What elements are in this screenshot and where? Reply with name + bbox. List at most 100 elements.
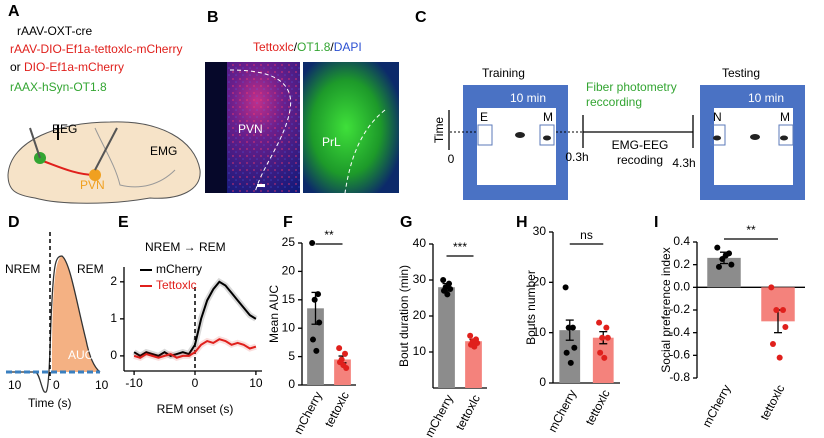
emg-label: EMG <box>150 144 177 158</box>
data-point <box>715 263 722 270</box>
mouse <box>515 132 525 138</box>
y-tick-label: 30 <box>533 224 547 238</box>
construct: rAAX-hSyn-OT1.8 <box>10 80 107 94</box>
data-point <box>728 261 735 268</box>
data-point <box>440 277 447 283</box>
pvn-label: PVN <box>80 178 105 192</box>
data-point <box>467 332 474 339</box>
construct-part: rAAV-OXT-cre <box>17 24 92 38</box>
series-line <box>133 338 257 359</box>
construct-part: or <box>10 60 24 74</box>
y-tick-label: 20 <box>413 308 427 322</box>
construct: rAAV-OXT-cre <box>17 24 92 38</box>
cup <box>710 124 726 146</box>
y-tick-label: -0.2 <box>669 302 690 316</box>
stain-part: Tettoxlc <box>253 40 294 54</box>
x-tick-label: tettoxlc <box>453 392 483 432</box>
y-tick-label: 10 <box>533 325 547 339</box>
data-point <box>340 362 347 369</box>
data-point <box>769 341 776 347</box>
construct-part: DIO-Ef1a-mCherry <box>24 60 124 74</box>
time-axis-label: Time <box>432 117 446 144</box>
cup <box>778 124 794 146</box>
significance: ns <box>580 228 593 242</box>
x-tick-label: 10 <box>95 378 109 392</box>
fiber <box>29 127 41 159</box>
y-tick-label: 15 <box>282 292 296 306</box>
eeg-label: EMG-EEG <box>612 138 669 152</box>
y-tick-label: 40 <box>413 236 427 250</box>
stain-part: DAPI <box>334 40 362 54</box>
significance: ** <box>746 223 756 237</box>
construct-part: rAAV-DIO-Ef1a-tettoxlc-mCherry <box>10 42 182 56</box>
trace <box>10 255 101 393</box>
bar <box>559 330 581 383</box>
mouse <box>750 134 760 140</box>
y-axis-label: Social preference index <box>659 247 673 372</box>
auc-label: AUC <box>68 348 94 362</box>
series-line <box>133 280 257 358</box>
y-axis-label: Bout duration (min) <box>397 265 411 367</box>
phase-label: Training <box>482 66 525 80</box>
fiber <box>94 127 118 171</box>
time-point: 4.3h <box>672 156 695 170</box>
region-label: PVN <box>238 122 263 136</box>
data-point <box>714 244 721 251</box>
boundary <box>229 69 292 194</box>
data-point <box>601 354 608 361</box>
construct: or DIO-Ef1a-mCherry <box>10 60 124 74</box>
y-tick-label: 1 <box>110 311 117 325</box>
mouse <box>713 135 721 141</box>
construct-part: rAAX-hSyn-OT1.8 <box>10 80 107 94</box>
y-axis-label: Mean AUC <box>267 285 281 343</box>
boundary <box>344 109 386 194</box>
duration: 10 min <box>510 91 546 105</box>
x-tick-label: -10 <box>125 376 143 390</box>
x-tick-label: tettoxlc <box>757 382 787 422</box>
panel-label: C <box>415 9 427 26</box>
chart-title: NREM → REM <box>145 240 226 254</box>
panel-b: B Tettoxlc/OT1.8/DAPI PVN PrL <box>205 9 399 194</box>
data-point <box>571 344 578 351</box>
stain-title: Tettoxlc/OT1.8/DAPI <box>253 40 362 54</box>
panel-label: E <box>118 214 129 231</box>
arena <box>477 108 556 185</box>
micrograph <box>303 62 399 193</box>
significance: *** <box>453 240 467 254</box>
brain-fold <box>94 127 176 188</box>
data-point <box>309 240 316 246</box>
data-point <box>567 359 574 366</box>
data-point <box>342 350 349 357</box>
brain <box>7 121 201 204</box>
x-tick-label: mCherry <box>291 389 325 436</box>
cup-label: M <box>543 110 553 124</box>
phase-label: Testing <box>722 66 760 80</box>
data-point <box>471 343 478 350</box>
x-tick-label: 0 <box>53 378 60 392</box>
legend-label: Tettoxlc <box>156 278 197 292</box>
panel-label: F <box>283 214 293 231</box>
data-point <box>313 347 320 354</box>
x-tick-label: 10 <box>8 378 22 392</box>
legend-label: mCherry <box>156 262 202 276</box>
eeg-label: EEG <box>52 122 77 136</box>
data-point <box>562 284 569 291</box>
data-point <box>315 291 322 298</box>
y-tick-label: 20 <box>282 264 296 278</box>
data-point <box>569 324 576 331</box>
panel-label: I <box>654 214 658 231</box>
y-tick-label: 0.4 <box>673 234 690 248</box>
y-tick-label: 10 <box>413 344 427 358</box>
y-tick-label: -0.6 <box>669 348 690 362</box>
data-point <box>447 286 454 292</box>
cup-label: M <box>780 110 790 124</box>
x-tick-label: tettoxlc <box>582 387 612 427</box>
data-point <box>722 252 729 259</box>
x-tick-label: tettoxlc <box>322 389 352 429</box>
ventricle <box>205 62 227 193</box>
x-axis-label: Time (s) <box>28 396 72 410</box>
panel-label: A <box>8 3 20 20</box>
construct: rAAV-DIO-Ef1a-tettoxlc-mCherry <box>10 42 182 56</box>
y-tick-label: 0 <box>110 348 117 362</box>
time-point: 0.3h <box>565 150 588 164</box>
